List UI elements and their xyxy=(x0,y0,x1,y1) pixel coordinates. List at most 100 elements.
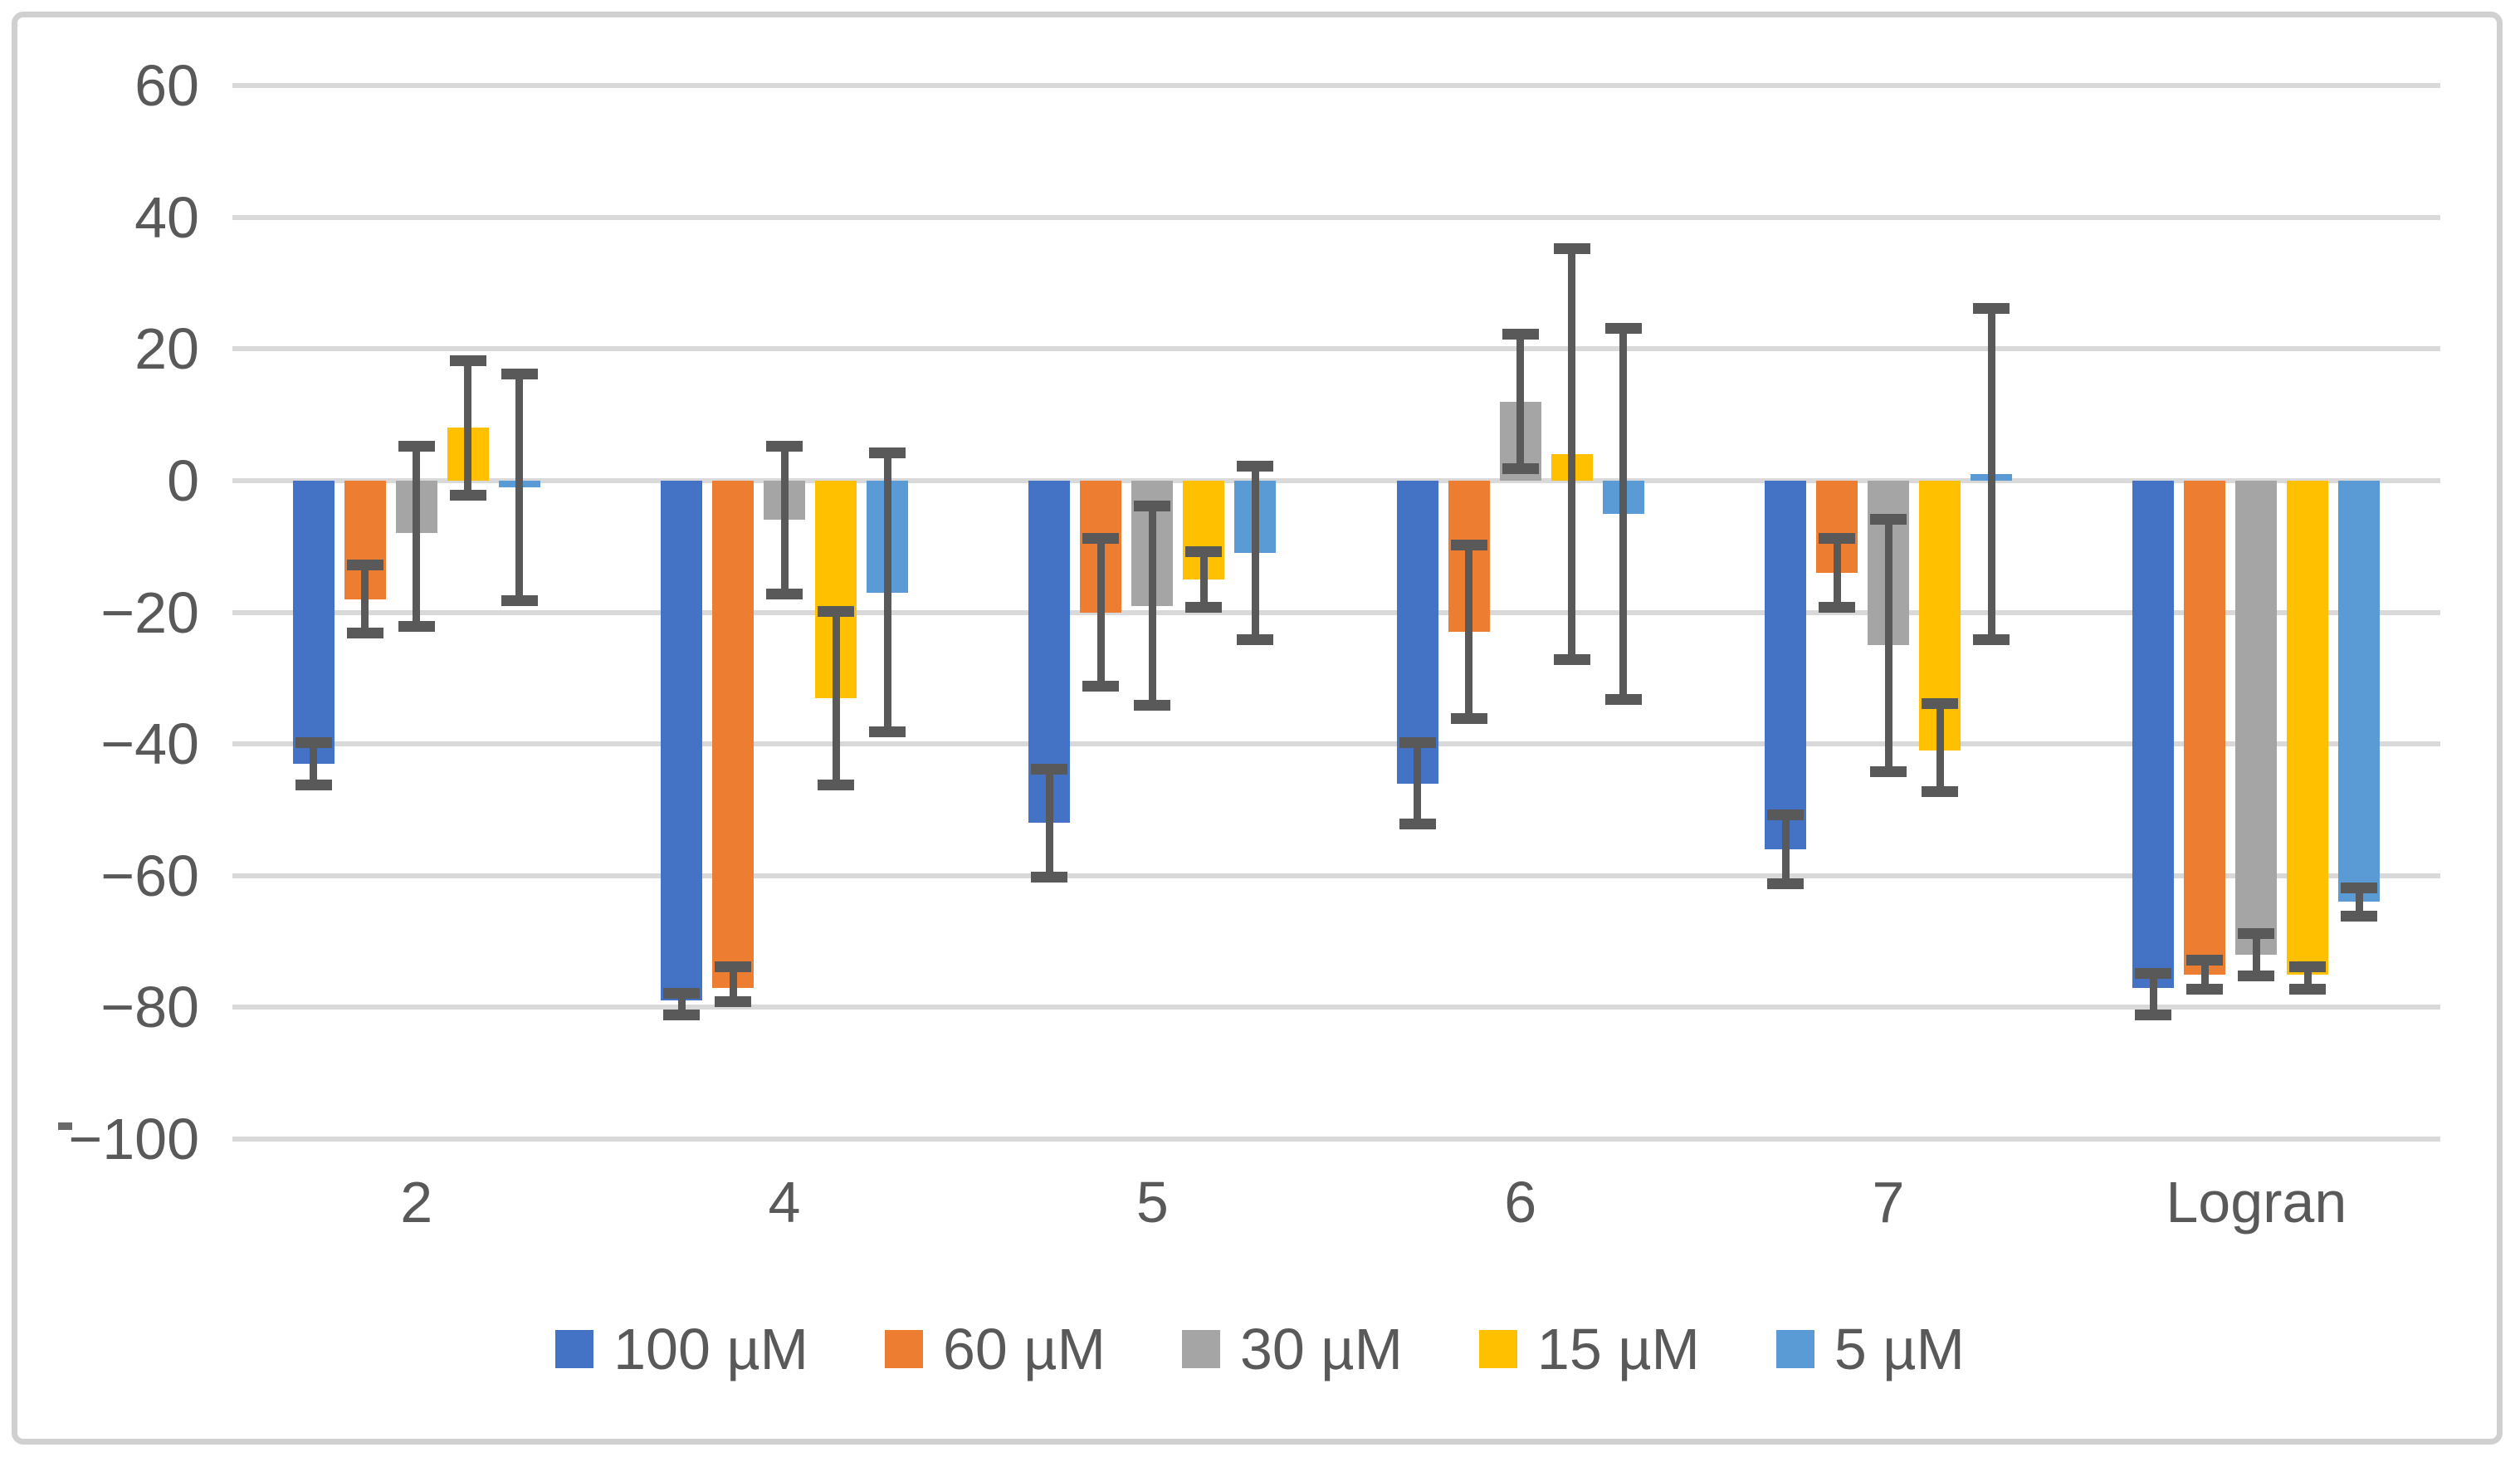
error-bar-stem-30µM-cat-6 xyxy=(1516,329,1525,474)
y-axis-label--100: −100 xyxy=(68,1107,199,1171)
bar-100µM-cat-7 xyxy=(1765,480,1806,850)
y-axis-label--80: −80 xyxy=(100,975,199,1040)
error-bar-cap-bottom-60µM-cat-5 xyxy=(1082,680,1120,692)
chart-legend: 100 µM 60 µM 30 µM 15 µM 5 µM xyxy=(0,1316,2520,1382)
error-bar-cap-bottom-30µM-cat-4 xyxy=(766,588,803,599)
error-bar-cap-top-60µM-cat-7 xyxy=(1819,533,1855,545)
legend-item-100µM: 100 µM xyxy=(555,1316,808,1382)
error-bar-cap-top-60µM-cat-4 xyxy=(715,961,751,972)
error-bar-stem-100µM-cat-6 xyxy=(1414,737,1422,830)
error-bar-cap-bottom-100µM-cat-6 xyxy=(1399,819,1436,830)
gridline-y-60 xyxy=(232,83,2440,88)
error-bar-cap-top-100µM-cat-Logran xyxy=(2135,967,2172,979)
legend-label: 100 µM xyxy=(613,1317,808,1381)
error-bar-stem-5µM-cat-7 xyxy=(1987,302,1995,646)
error-bar-cap-top-30µM-cat-7 xyxy=(1870,513,1907,525)
bar-100µM-cat-2 xyxy=(292,480,335,764)
error-bar-cap-top-5µM-cat-4 xyxy=(869,447,906,459)
error-bar-cap-bottom-30µM-cat-6 xyxy=(1502,462,1539,474)
error-bar-cap-top-60µM-cat-5 xyxy=(1082,533,1120,545)
error-bar-cap-top-60µM-cat-2 xyxy=(346,560,383,571)
error-bar-cap-bottom-15µM-cat-2 xyxy=(449,489,486,501)
error-bar-cap-top-15µM-cat-7 xyxy=(1922,697,1958,709)
error-bar-cap-bottom-5µM-cat-2 xyxy=(501,594,538,606)
error-bar-cap-top-30µM-cat-6 xyxy=(1502,329,1539,340)
y-axis-label--40: −40 xyxy=(100,711,199,777)
legend-item-60µM: 60 µM xyxy=(885,1316,1106,1382)
stray-tick-mark xyxy=(58,1122,72,1130)
gridline-y--100 xyxy=(232,1137,2440,1142)
error-bar-cap-top-5µM-cat-Logran xyxy=(2341,882,2378,893)
legend-label: 30 µM xyxy=(1239,1317,1403,1381)
error-bar-cap-bottom-30µM-cat-5 xyxy=(1134,700,1171,711)
legend-swatch-icon xyxy=(1775,1330,1814,1368)
error-bar-cap-bottom-15µM-cat-7 xyxy=(1922,785,1958,797)
error-bar-cap-top-5µM-cat-2 xyxy=(501,369,538,380)
bar-100µM-cat-4 xyxy=(661,480,702,1001)
error-bar-cap-top-30µM-cat-5 xyxy=(1134,500,1171,511)
x-axis-label-7: 7 xyxy=(1872,1170,1905,1235)
error-bar-stem-5µM-cat-6 xyxy=(1619,322,1628,705)
x-axis-label-4: 4 xyxy=(768,1170,801,1235)
y-axis-label-60: 60 xyxy=(134,53,199,118)
error-bar-stem-60µM-cat-7 xyxy=(1833,533,1841,613)
error-bar-cap-bottom-15µM-cat-5 xyxy=(1185,601,1223,613)
error-bar-cap-top-15µM-cat-5 xyxy=(1185,546,1223,558)
error-bar-cap-top-30µM-cat-2 xyxy=(398,441,435,452)
error-bar-cap-bottom-5µM-cat-Logran xyxy=(2341,911,2378,922)
error-bar-cap-bottom-100µM-cat-5 xyxy=(1031,871,1068,883)
error-bar-cap-bottom-60µM-cat-7 xyxy=(1819,601,1855,613)
error-bar-stem-30µM-cat-7 xyxy=(1884,513,1892,777)
error-bar-cap-bottom-30µM-cat-Logran xyxy=(2238,970,2275,981)
error-bar-stem-15µM-cat-5 xyxy=(1199,546,1208,613)
legend-label: 60 µM xyxy=(943,1317,1106,1381)
bar-30µM-cat-Logran xyxy=(2235,480,2278,955)
error-bar-cap-bottom-100µM-cat-Logran xyxy=(2135,1010,2172,1021)
gridline-y-0 xyxy=(232,477,2440,483)
error-bar-stem-100µM-cat-5 xyxy=(1045,763,1053,883)
y-axis-label-0: 0 xyxy=(167,447,199,513)
error-bar-stem-15µM-cat-4 xyxy=(832,605,840,790)
error-bar-stem-60µM-cat-6 xyxy=(1465,540,1473,725)
error-bar-stem-100µM-cat-Logran xyxy=(2149,967,2157,1021)
bar-100µM-cat-Logran xyxy=(2132,480,2175,988)
y-axis-label--20: −20 xyxy=(100,579,199,645)
error-bar-cap-bottom-100µM-cat-4 xyxy=(663,1010,700,1021)
x-axis-label-5: 5 xyxy=(1135,1170,1169,1235)
error-bar-cap-top-60µM-cat-Logran xyxy=(2186,954,2224,966)
legend-swatch-icon xyxy=(555,1330,594,1368)
error-bar-cap-top-15µM-cat-6 xyxy=(1553,243,1590,255)
error-bar-cap-top-5µM-cat-6 xyxy=(1604,322,1642,334)
error-bar-cap-top-5µM-cat-5 xyxy=(1237,461,1274,472)
bar-100µM-cat-6 xyxy=(1396,480,1438,784)
legend-item-15µM: 15 µM xyxy=(1478,1316,1700,1382)
error-bar-stem-30µM-cat-Logran xyxy=(2252,928,2260,981)
error-bar-stem-60µM-cat-2 xyxy=(361,560,369,639)
error-bar-stem-60µM-cat-5 xyxy=(1096,533,1105,692)
error-bar-cap-bottom-15µM-cat-4 xyxy=(818,779,854,790)
error-bar-cap-bottom-5µM-cat-6 xyxy=(1604,693,1642,705)
error-bar-stem-5µM-cat-Logran xyxy=(2355,882,2363,922)
error-bar-cap-top-15µM-cat-2 xyxy=(449,355,486,367)
error-bar-cap-bottom-100µM-cat-2 xyxy=(295,779,332,790)
gridline-y-20 xyxy=(232,346,2440,352)
error-bar-cap-bottom-15µM-cat-Logran xyxy=(2289,983,2327,995)
error-bar-stem-15µM-cat-7 xyxy=(1936,697,1944,797)
error-bar-cap-bottom-60µM-cat-6 xyxy=(1450,713,1487,725)
y-axis-label--60: −60 xyxy=(100,843,199,908)
bar-60µM-cat-Logran xyxy=(2184,480,2226,975)
legend-label: 5 µM xyxy=(1834,1317,1965,1381)
x-axis-label-2: 2 xyxy=(400,1170,433,1235)
error-bar-stem-60µM-cat-4 xyxy=(729,961,737,1008)
error-bar-stem-5µM-cat-2 xyxy=(515,369,524,606)
error-bar-stem-15µM-cat-2 xyxy=(464,355,472,501)
gridline-y--40 xyxy=(232,741,2440,747)
x-axis-label-6: 6 xyxy=(1504,1170,1537,1235)
bar-15µM-cat-Logran xyxy=(2287,480,2329,975)
y-axis-label-40: 40 xyxy=(134,184,199,250)
error-bar-cap-top-100µM-cat-4 xyxy=(663,987,700,999)
legend-label: 15 µM xyxy=(1536,1317,1700,1381)
legend-swatch-icon xyxy=(1478,1330,1517,1368)
error-bar-stem-60µM-cat-Logran xyxy=(2200,954,2209,995)
